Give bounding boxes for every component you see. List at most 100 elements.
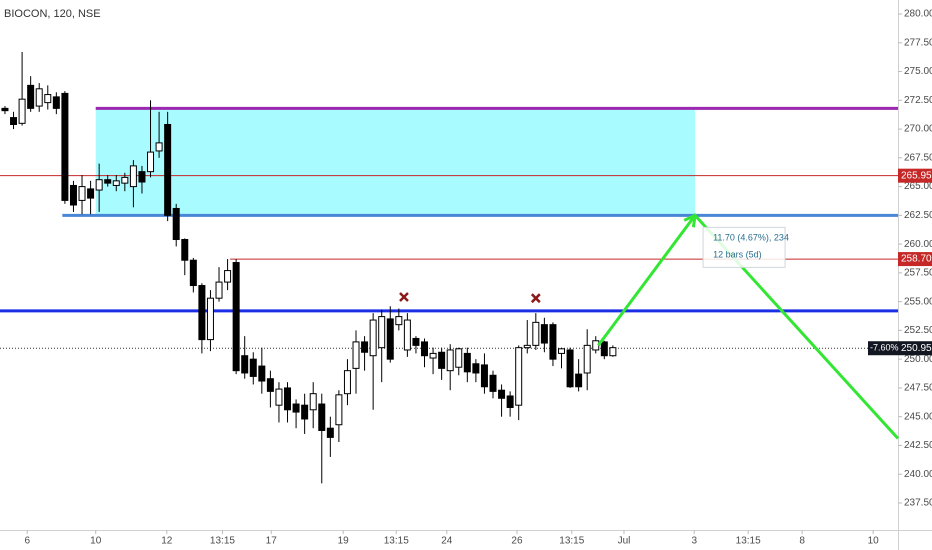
chart-title: BIOCON, 120, NSE	[4, 8, 101, 20]
candle-body	[575, 373, 583, 388]
candle-body	[343, 370, 351, 395]
candle-body	[335, 394, 343, 426]
candle-body	[549, 324, 557, 360]
level-tag	[898, 168, 932, 183]
x-tick-label: 13:15	[736, 536, 761, 547]
candle-body	[489, 374, 497, 392]
candle-body	[438, 351, 446, 369]
candle-body	[378, 316, 386, 349]
arrow-head	[683, 213, 696, 222]
y-tick-label: 242.50	[904, 440, 932, 451]
y-tick-label: 265.00	[904, 181, 932, 192]
x-tick-label: 13:15	[210, 536, 235, 547]
arrow-head	[691, 215, 697, 228]
y-tick-label: 240.00	[904, 469, 932, 480]
candle-body	[27, 84, 35, 109]
candle-body	[61, 92, 69, 201]
candle-body	[369, 319, 377, 357]
level-tag-label: 265.95	[901, 170, 932, 181]
candle-body	[18, 98, 26, 124]
candle-body	[172, 207, 180, 241]
candle-body	[498, 389, 506, 399]
candle-body	[241, 355, 249, 374]
candle-body	[609, 347, 617, 357]
candle-body	[147, 151, 155, 173]
candle-body	[155, 142, 163, 152]
x-tick-label: 3	[691, 536, 697, 547]
candle-body	[583, 344, 591, 374]
candle-body	[592, 340, 600, 351]
change-tag	[868, 341, 898, 356]
candle-body	[249, 358, 257, 377]
x-tick-label: 13:15	[384, 536, 409, 547]
x-tick-label: 10	[90, 536, 102, 547]
candle-body	[275, 388, 283, 406]
candle-body	[52, 96, 60, 109]
candle-body	[69, 184, 77, 206]
candle-body	[361, 341, 369, 353]
last-price-tag	[898, 341, 932, 356]
candle-body	[480, 364, 488, 388]
y-tick-label: 262.50	[904, 210, 932, 221]
candle-body	[318, 403, 326, 431]
candle-body	[523, 344, 531, 349]
candle-body	[309, 393, 317, 411]
y-tick-label: 252.50	[904, 325, 932, 336]
candle-body	[386, 318, 394, 360]
y-tick-label: 280.00	[904, 9, 932, 20]
candle-body	[540, 324, 548, 344]
candle-body	[44, 94, 52, 104]
y-tick-label: 267.50	[904, 152, 932, 163]
candle-body	[164, 123, 172, 216]
last-price-label: 250.95	[901, 343, 932, 354]
candle-body	[1, 107, 9, 112]
candle-body	[301, 404, 309, 420]
candle-body	[395, 316, 403, 326]
x-tick-label: 10	[868, 536, 880, 547]
level-tag	[898, 252, 932, 267]
candle-body	[181, 239, 189, 261]
candle-body	[292, 403, 300, 413]
candle-body	[198, 285, 206, 341]
change-label: -7.60%	[870, 343, 899, 353]
y-tick-label: 260.00	[904, 239, 932, 250]
candle-body	[266, 378, 274, 392]
y-tick-label: 270.00	[904, 124, 932, 135]
y-tick-label: 247.50	[904, 383, 932, 394]
candle-body	[232, 262, 240, 372]
candle-body	[35, 88, 43, 107]
x-mark	[399, 292, 409, 302]
x-tick-label: 26	[511, 536, 523, 547]
x-tick-label: Jul	[618, 536, 631, 547]
candle-body	[515, 347, 523, 406]
candle-body	[112, 180, 120, 186]
measure-box	[702, 226, 786, 268]
x-tick-label: 17	[266, 536, 278, 547]
candle-body	[258, 365, 266, 382]
candle-body	[506, 395, 514, 408]
candle-body	[429, 352, 437, 359]
measure-line1: 11.70 (4.67%), 234	[713, 233, 789, 243]
x-tick-label: 8	[799, 536, 805, 547]
candle-body	[532, 321, 540, 346]
candle-body	[189, 259, 197, 287]
x-tick-label: 12	[161, 536, 173, 547]
x-tick-label: 13:15	[559, 536, 584, 547]
candle-body	[326, 427, 334, 438]
candle-body	[10, 117, 18, 125]
y-tick-label: 272.50	[904, 95, 932, 106]
candle-body	[95, 179, 103, 191]
y-tick-label: 277.50	[904, 37, 932, 48]
candle-body	[472, 363, 480, 374]
candle-body	[78, 186, 86, 201]
candle-body	[455, 348, 463, 368]
candle-body	[104, 179, 112, 184]
y-tick-label: 275.00	[904, 66, 932, 77]
candle-body	[403, 319, 411, 351]
candle-body	[138, 171, 146, 183]
candle-body	[206, 297, 214, 341]
x-tick-label: 19	[338, 536, 350, 547]
measure-line2: 12 bars (5d)	[713, 250, 762, 260]
